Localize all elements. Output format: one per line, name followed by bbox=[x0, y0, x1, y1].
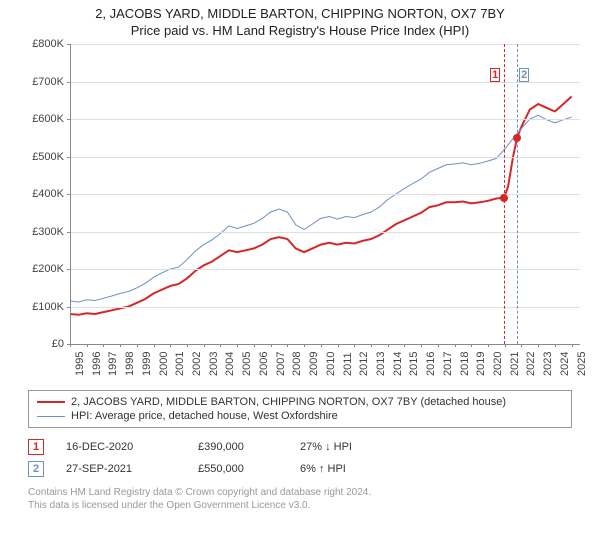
legend-label-hpi: HPI: Average price, detached house, West… bbox=[71, 410, 338, 422]
y-axis-label: £200K bbox=[20, 263, 64, 275]
sale-date-2: 27-SEP-2021 bbox=[66, 463, 176, 475]
chart-title-address: 2, JACOBS YARD, MIDDLE BARTON, CHIPPING … bbox=[10, 6, 590, 21]
sale-delta-2: 6% ↑ HPI bbox=[300, 463, 380, 475]
x-axis-label: 2022 bbox=[525, 352, 537, 376]
x-axis-label: 1999 bbox=[141, 352, 153, 376]
chart-titles: 2, JACOBS YARD, MIDDLE BARTON, CHIPPING … bbox=[0, 0, 600, 40]
x-axis-label: 2014 bbox=[392, 352, 404, 376]
legend-swatch-property bbox=[37, 401, 65, 403]
x-axis-label: 2020 bbox=[492, 352, 504, 376]
x-axis-label: 2006 bbox=[258, 352, 270, 376]
legend-row-hpi: HPI: Average price, detached house, West… bbox=[37, 409, 563, 423]
y-axis-label: £300K bbox=[20, 226, 64, 238]
legend-swatch-hpi bbox=[37, 416, 65, 417]
y-axis-label: £0 bbox=[20, 338, 64, 350]
x-axis-label: 2011 bbox=[342, 352, 354, 376]
x-axis-label: 2002 bbox=[191, 352, 203, 376]
x-axis-label: 2015 bbox=[408, 352, 420, 376]
x-axis-label: 2024 bbox=[559, 352, 571, 376]
x-axis-label: 2012 bbox=[358, 352, 370, 376]
x-axis-label: 2021 bbox=[509, 352, 521, 376]
x-axis-label: 2016 bbox=[425, 352, 437, 376]
sale-index-1: 1 bbox=[28, 439, 44, 455]
footer-line-2: This data is licensed under the Open Gov… bbox=[28, 499, 572, 512]
footer-line-1: Contains HM Land Registry data © Crown c… bbox=[28, 486, 572, 499]
x-axis-label: 2007 bbox=[275, 352, 287, 376]
y-axis-label: £400K bbox=[20, 188, 64, 200]
plot-area: 12 bbox=[70, 44, 580, 344]
x-axis-label: 2010 bbox=[325, 352, 337, 376]
y-axis-label: £800K bbox=[20, 38, 64, 50]
sale-index-2: 2 bbox=[28, 461, 44, 477]
x-axis-label: 2018 bbox=[459, 352, 471, 376]
chart-title-subtitle: Price paid vs. HM Land Registry's House … bbox=[10, 23, 590, 38]
sale-delta-1: 27% ↓ HPI bbox=[300, 441, 380, 453]
y-axis-label: £700K bbox=[20, 76, 64, 88]
x-axis-label: 1996 bbox=[91, 352, 103, 376]
x-axis-label: 2009 bbox=[308, 352, 320, 376]
legend-row-property: 2, JACOBS YARD, MIDDLE BARTON, CHIPPING … bbox=[37, 395, 563, 409]
x-axis-label: 2001 bbox=[174, 352, 186, 376]
sales-table: 1 16-DEC-2020 £390,000 27% ↓ HPI 2 27-SE… bbox=[28, 436, 572, 480]
sale-marker-label: 1 bbox=[490, 68, 500, 82]
x-axis-label: 1998 bbox=[124, 352, 136, 376]
sale-marker-dot bbox=[513, 134, 521, 142]
x-axis-label: 1997 bbox=[107, 352, 119, 376]
series-property bbox=[70, 97, 572, 315]
sale-marker-dot bbox=[500, 194, 508, 202]
sale-row-2: 2 27-SEP-2021 £550,000 6% ↑ HPI bbox=[28, 458, 572, 480]
sale-price-1: £390,000 bbox=[198, 441, 278, 453]
x-axis-label: 2004 bbox=[224, 352, 236, 376]
sale-date-1: 16-DEC-2020 bbox=[66, 441, 176, 453]
y-axis-label: £100K bbox=[20, 301, 64, 313]
sale-price-2: £550,000 bbox=[198, 463, 278, 475]
x-axis-label: 2019 bbox=[475, 352, 487, 376]
x-axis-label: 2000 bbox=[158, 352, 170, 376]
series-hpi bbox=[70, 115, 572, 302]
sale-marker-label: 2 bbox=[519, 68, 529, 82]
chart-area: 12 £0£100K£200K£300K£400K£500K£600K£700K… bbox=[20, 44, 580, 384]
legend-box: 2, JACOBS YARD, MIDDLE BARTON, CHIPPING … bbox=[28, 390, 572, 428]
footer-attribution: Contains HM Land Registry data © Crown c… bbox=[28, 486, 572, 512]
y-axis-label: £500K bbox=[20, 151, 64, 163]
x-axis-label: 2017 bbox=[442, 352, 454, 376]
x-axis-label: 2023 bbox=[542, 352, 554, 376]
x-axis-label: 2025 bbox=[576, 352, 588, 376]
x-axis-label: 1995 bbox=[74, 352, 86, 376]
legend-label-property: 2, JACOBS YARD, MIDDLE BARTON, CHIPPING … bbox=[71, 396, 506, 408]
x-axis-label: 2013 bbox=[375, 352, 387, 376]
x-axis-label: 2008 bbox=[291, 352, 303, 376]
sale-row-1: 1 16-DEC-2020 £390,000 27% ↓ HPI bbox=[28, 436, 572, 458]
x-axis-label: 2003 bbox=[208, 352, 220, 376]
x-axis-label: 2005 bbox=[241, 352, 253, 376]
y-axis-label: £600K bbox=[20, 113, 64, 125]
